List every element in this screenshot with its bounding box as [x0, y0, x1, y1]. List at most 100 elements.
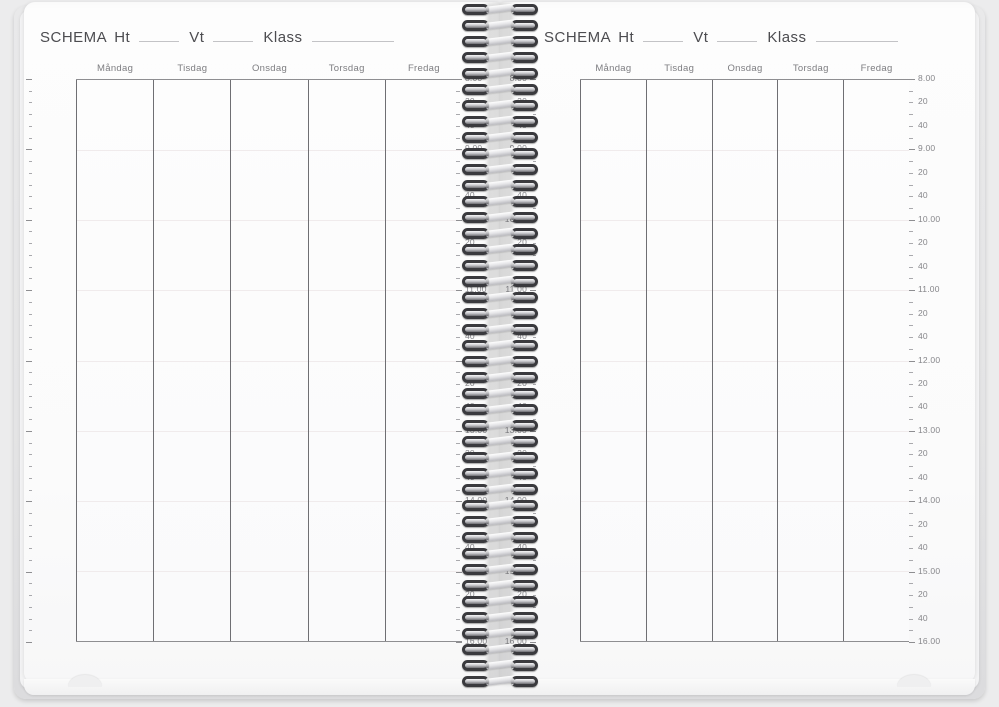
time-tick	[26, 290, 32, 292]
day-column-fredag[interactable]: Fredag	[844, 63, 909, 641]
time-tick	[456, 466, 460, 468]
right-timetable-grid[interactable]: Måndag Tisdag Onsdag Torsdag Fredag	[580, 63, 909, 642]
time-tick	[909, 243, 913, 245]
time-tick	[26, 79, 32, 80]
left-day-columns: Måndag Tisdag Onsdag Torsdag Fredag	[76, 63, 462, 641]
time-label: 20	[918, 448, 928, 459]
time-label: 20	[465, 518, 475, 529]
time-tick	[532, 196, 536, 198]
time-tick	[909, 372, 913, 374]
left-timetable-grid[interactable]: Måndag Tisdag Onsdag Torsdag Fredag	[76, 63, 462, 642]
day-column-torsdag[interactable]: Torsdag	[309, 63, 386, 641]
time-tick	[28, 266, 32, 268]
time-tick	[532, 559, 536, 561]
time-tick	[532, 254, 536, 256]
time-label: 13.00	[918, 424, 941, 435]
time-tick	[909, 219, 915, 221]
time-label: 40	[918, 542, 928, 553]
time-tick	[532, 548, 536, 550]
time-tick	[456, 442, 460, 444]
time-tick	[26, 501, 32, 503]
time-tick	[532, 266, 536, 268]
day-column-tisdag[interactable]: Tisdag	[647, 63, 713, 641]
day-column-tisdag[interactable]: Tisdag	[154, 63, 232, 641]
time-tick	[28, 524, 32, 526]
time-label: 20	[918, 96, 928, 107]
time-tick	[532, 407, 536, 409]
time-tick	[909, 360, 915, 362]
day-column-måndag[interactable]: Måndag	[580, 63, 647, 641]
time-tick	[532, 372, 536, 374]
time-tick	[28, 395, 32, 397]
time-tick	[28, 618, 32, 620]
time-tick	[532, 512, 536, 514]
time-tick	[456, 559, 460, 561]
time-tick	[532, 125, 536, 127]
time-tick	[456, 372, 460, 374]
time-label: 20	[465, 589, 475, 600]
time-tick	[532, 395, 536, 397]
time-tick	[28, 137, 32, 139]
ht-write-line[interactable]	[139, 41, 180, 42]
time-tick	[456, 266, 460, 268]
time-tick	[456, 630, 460, 632]
time-label: 20	[517, 448, 527, 459]
time-tick	[28, 301, 32, 303]
time-tick	[456, 548, 460, 550]
day-column-måndag[interactable]: Måndag	[76, 63, 155, 641]
time-tick	[456, 208, 460, 210]
time-tick	[909, 266, 913, 268]
vt-label: Vt	[189, 29, 205, 46]
day-label: Onsdag	[727, 63, 763, 74]
time-tick	[26, 642, 32, 643]
time-label: 20	[465, 237, 475, 248]
time-label: 9.00	[465, 143, 483, 154]
time-tick	[28, 583, 32, 585]
time-tick	[28, 313, 32, 315]
time-tick	[456, 360, 462, 362]
klass-write-line[interactable]	[311, 41, 394, 42]
day-column-onsdag[interactable]: Onsdag	[231, 63, 309, 641]
time-tick	[909, 254, 913, 256]
time-tick	[532, 313, 536, 315]
vt-write-line[interactable]	[717, 41, 758, 42]
time-tick	[28, 348, 32, 350]
klass-write-line[interactable]	[815, 41, 898, 42]
day-column-fredag[interactable]: Fredag	[386, 63, 462, 641]
right-page[interactable]: SCHEMA Ht Vt Klass Måndag Tisdag Onsdag Tor…	[500, 2, 975, 683]
vt-label: Vt	[693, 29, 709, 46]
time-tick	[909, 231, 913, 233]
time-tick	[909, 337, 913, 339]
time-tick	[909, 583, 913, 585]
time-label: 40	[517, 119, 527, 130]
vt-write-line[interactable]	[213, 41, 254, 42]
time-label: 8.00	[509, 73, 527, 83]
time-tick	[530, 501, 536, 503]
ht-write-line[interactable]	[643, 41, 684, 42]
time-tick	[456, 102, 460, 104]
time-tick	[456, 419, 460, 421]
day-label: Fredag	[860, 63, 893, 74]
time-tick	[28, 125, 32, 127]
time-label: 14.00	[918, 495, 941, 506]
time-label: 40	[918, 190, 928, 201]
time-tick	[532, 618, 536, 620]
left-page[interactable]: SCHEMA Ht Vt Klass Måndag Tisdag Onsdag Tor…	[24, 2, 500, 683]
time-label: 40	[517, 190, 527, 201]
time-tick	[456, 383, 460, 385]
time-label: 20	[517, 307, 527, 318]
time-label: 16.00	[504, 636, 527, 646]
day-label: Torsdag	[792, 63, 829, 74]
day-column-onsdag[interactable]: Onsdag	[713, 63, 779, 641]
time-tick	[456, 137, 460, 139]
time-tick	[909, 571, 915, 573]
time-label: 20	[517, 377, 527, 388]
time-tick	[530, 149, 536, 151]
time-tick	[530, 360, 536, 362]
time-tick	[532, 606, 536, 608]
time-tick	[532, 337, 536, 339]
day-column-torsdag[interactable]: Torsdag	[778, 63, 845, 641]
time-label: 40	[517, 260, 527, 271]
time-tick	[909, 524, 913, 526]
time-label: 40	[918, 119, 928, 130]
